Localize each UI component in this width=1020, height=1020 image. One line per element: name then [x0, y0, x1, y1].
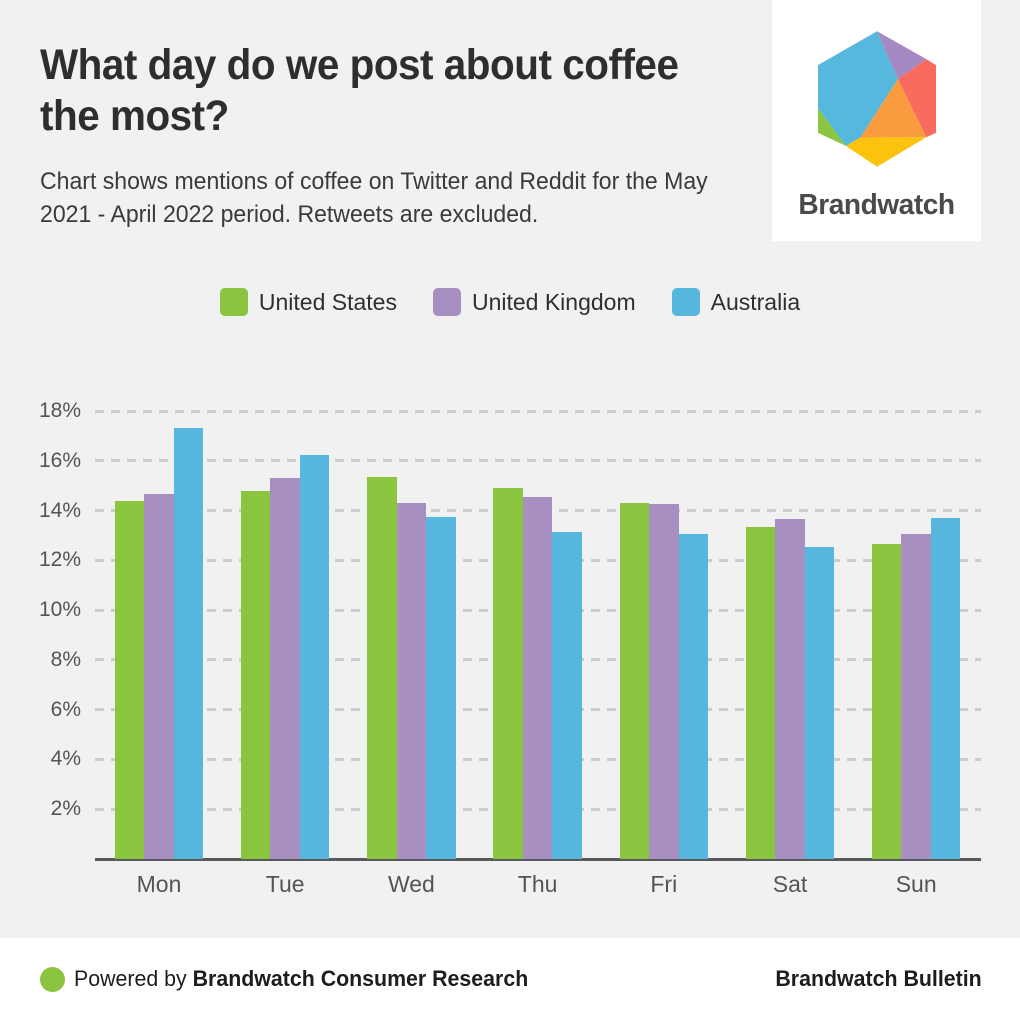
plot-area: 2% 4% 6% 8% 10% 12% 14% 16% 18% Mon Tue Wed Thu Fri Sa… — [39, 399, 981, 897]
brand-card: Brandwatch — [772, 0, 981, 241]
footer-brand-bulletin: Brandwatch Bulletin — [775, 966, 982, 991]
bar-united-kingdom-tue — [270, 478, 300, 859]
y-tick-label: 2% — [50, 797, 81, 821]
bar-united-states-thu — [493, 488, 523, 859]
page-subtitle: Chart shows mentions of coffee on Twitte… — [40, 165, 708, 231]
y-tick-label: 6% — [50, 697, 81, 721]
title-line-2: the most? — [40, 92, 229, 140]
bar-united-kingdom-fri — [649, 504, 679, 859]
bar-australia-fri — [678, 534, 709, 859]
bar-united-kingdom-sat — [775, 519, 805, 859]
bar-australia-mon — [173, 428, 204, 859]
page-title: What day do we post about coffee the mos… — [40, 40, 679, 142]
y-tick-label: 16% — [38, 448, 81, 472]
brand-name: Brandwatch — [798, 189, 955, 221]
bar-united-kingdom-mon — [144, 494, 174, 859]
bar-australia-thu — [552, 531, 582, 859]
y-tick-label: 10% — [38, 598, 81, 622]
legend-swatch-united-kingdom — [432, 288, 461, 316]
green-dot-icon — [40, 966, 65, 992]
bar-united-states-sun — [871, 544, 902, 859]
title-line-1: What day do we post about coffee — [40, 41, 679, 89]
legend-label: United Kingdom — [471, 288, 636, 315]
legend-label: United States — [258, 288, 397, 315]
y-tick-label: 18% — [38, 399, 81, 422]
powered-by-prefix: Powered by — [74, 966, 193, 991]
x-tick-label: Mon — [136, 871, 182, 897]
legend-item-united-kingdom: United Kingdom — [432, 288, 636, 316]
bar-australia-sun — [930, 518, 961, 859]
gridline-18% — [95, 409, 981, 413]
footer-attribution: Powered by Brandwatch Consumer Research — [40, 938, 542, 1020]
y-tick-label: 8% — [50, 647, 81, 671]
bar-united-states-mon — [114, 500, 145, 859]
subtitle-line-2: 2021 - April 2022 period. Retweets are e… — [40, 201, 539, 228]
bar-united-states-fri — [619, 503, 650, 859]
chart-legend: United States United Kingdom Australia — [0, 288, 1020, 316]
x-tick-label: Wed — [387, 871, 435, 897]
footer: Powered by Brandwatch Consumer Research … — [0, 938, 1020, 1020]
bar-united-states-tue — [240, 490, 271, 859]
legend-label: Australia — [710, 288, 801, 315]
brandwatch-hexagon-logo — [817, 31, 936, 167]
bar-australia-wed — [426, 516, 456, 859]
bar-united-states-wed — [367, 476, 397, 859]
powered-by-text: Powered by Brandwatch Consumer Research — [74, 966, 528, 992]
bar-united-kingdom-sun — [901, 534, 931, 859]
x-tick-label: Sun — [895, 871, 937, 897]
y-tick-label: 12% — [38, 548, 81, 572]
x-axis-line — [95, 858, 981, 861]
legend-item-australia: Australia — [671, 288, 801, 316]
bar-united-kingdom-wed — [396, 503, 427, 859]
powered-by-product: Brandwatch Consumer Research — [192, 966, 529, 991]
x-tick-label: Tue — [265, 871, 305, 897]
bar-australia-sat — [804, 546, 835, 859]
legend-swatch-united-states — [219, 288, 248, 316]
bar-australia-tue — [299, 454, 330, 859]
x-tick-label: Fri — [650, 871, 678, 897]
y-tick-label: 4% — [50, 747, 81, 771]
legend-item-united-states: United States — [219, 288, 397, 316]
y-tick-label: 14% — [38, 498, 81, 522]
x-tick-label: Sat — [772, 871, 808, 897]
x-tick-label: Thu — [517, 871, 558, 897]
bar-united-kingdom-thu — [522, 496, 553, 859]
subtitle-line-1: Chart shows mentions of coffee on Twitte… — [40, 168, 708, 195]
legend-swatch-australia — [671, 288, 700, 316]
bar-united-states-sat — [745, 526, 776, 859]
gridline-16% — [95, 459, 981, 463]
